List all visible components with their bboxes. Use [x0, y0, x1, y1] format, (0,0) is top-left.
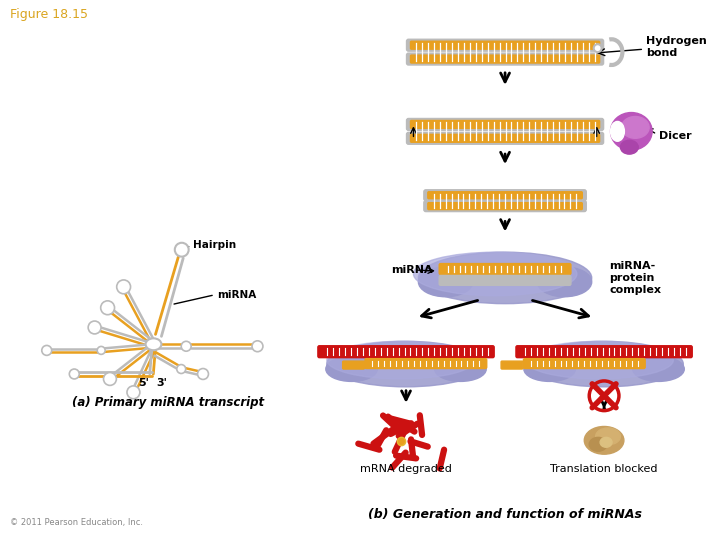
Text: Hairpin: Hairpin	[193, 240, 236, 250]
Circle shape	[42, 346, 52, 355]
Ellipse shape	[413, 252, 577, 296]
Text: Translation blocked: Translation blocked	[550, 464, 658, 474]
FancyBboxPatch shape	[407, 132, 603, 144]
Text: (a) Primary miRNA transcript: (a) Primary miRNA transcript	[72, 396, 264, 409]
Circle shape	[69, 369, 79, 379]
Circle shape	[594, 44, 602, 52]
Ellipse shape	[621, 117, 649, 138]
Ellipse shape	[633, 356, 684, 381]
Circle shape	[197, 368, 209, 380]
FancyBboxPatch shape	[318, 346, 494, 357]
Text: mRNA degraded: mRNA degraded	[360, 464, 452, 474]
Circle shape	[97, 347, 105, 354]
Ellipse shape	[327, 341, 475, 379]
FancyBboxPatch shape	[501, 361, 523, 369]
FancyBboxPatch shape	[410, 120, 600, 129]
FancyBboxPatch shape	[428, 192, 582, 199]
FancyBboxPatch shape	[410, 55, 600, 63]
Text: Dicer: Dicer	[659, 131, 692, 141]
Ellipse shape	[585, 427, 624, 454]
FancyBboxPatch shape	[407, 53, 603, 65]
Text: 3': 3'	[156, 378, 167, 388]
Ellipse shape	[621, 140, 638, 154]
Circle shape	[88, 321, 101, 334]
FancyBboxPatch shape	[343, 361, 364, 369]
FancyBboxPatch shape	[428, 202, 582, 210]
FancyBboxPatch shape	[439, 275, 571, 285]
Text: Hydrogen
bond: Hydrogen bond	[646, 36, 707, 58]
Ellipse shape	[435, 356, 486, 381]
Ellipse shape	[595, 428, 621, 445]
Text: miRNA-
protein
complex: miRNA- protein complex	[609, 261, 661, 294]
Circle shape	[101, 301, 114, 315]
Ellipse shape	[589, 437, 607, 451]
FancyBboxPatch shape	[410, 41, 600, 49]
Ellipse shape	[611, 122, 624, 141]
Circle shape	[104, 373, 117, 386]
FancyBboxPatch shape	[439, 264, 571, 274]
FancyBboxPatch shape	[407, 118, 603, 130]
FancyBboxPatch shape	[516, 346, 692, 357]
Text: © 2011 Pearson Education, Inc.: © 2011 Pearson Education, Inc.	[10, 518, 143, 528]
Ellipse shape	[525, 341, 673, 379]
Ellipse shape	[537, 267, 592, 297]
FancyBboxPatch shape	[523, 359, 645, 368]
Text: miRNA: miRNA	[391, 265, 433, 275]
Text: (b) Generation and function of miRNAs: (b) Generation and function of miRNAs	[368, 508, 642, 521]
FancyBboxPatch shape	[365, 359, 487, 368]
Text: miRNA: miRNA	[217, 290, 256, 300]
Ellipse shape	[418, 252, 592, 303]
FancyBboxPatch shape	[410, 134, 600, 142]
Ellipse shape	[600, 437, 612, 447]
Ellipse shape	[525, 341, 683, 387]
Ellipse shape	[145, 339, 161, 350]
FancyBboxPatch shape	[407, 39, 603, 51]
Circle shape	[117, 280, 130, 294]
Circle shape	[177, 364, 186, 374]
FancyBboxPatch shape	[424, 190, 586, 201]
Text: Figure 18.15: Figure 18.15	[10, 8, 88, 21]
Text: 5': 5'	[138, 378, 149, 388]
Circle shape	[252, 341, 263, 352]
Ellipse shape	[418, 267, 473, 297]
Ellipse shape	[611, 112, 652, 150]
Ellipse shape	[524, 356, 575, 381]
Circle shape	[181, 341, 191, 351]
FancyBboxPatch shape	[424, 201, 586, 212]
Ellipse shape	[327, 341, 485, 387]
Ellipse shape	[326, 356, 377, 381]
Circle shape	[127, 386, 140, 399]
Circle shape	[175, 243, 189, 256]
